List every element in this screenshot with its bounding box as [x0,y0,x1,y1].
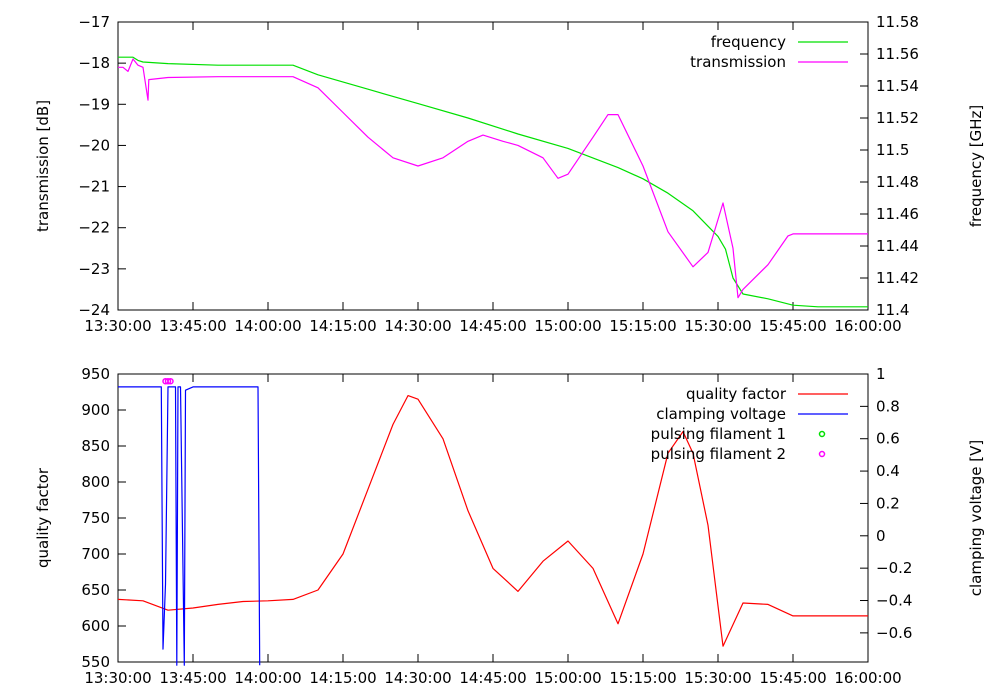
x-tick-label: 15:45:00 [759,317,826,335]
x-tick-label: 15:15:00 [609,317,676,335]
x-tick-label: 15:45:00 [759,669,826,687]
y2-axis-label: clamping voltage [V] [967,440,985,596]
legend-label-frequency: frequency [711,33,786,51]
y-tick-label: −17 [78,13,110,31]
y-tick-label: 600 [81,617,110,635]
x-tick-label: 16:00:00 [834,317,901,335]
x-tick-label: 15:15:00 [609,669,676,687]
y2-tick-label: 11.48 [876,173,919,191]
y2-tick-label: 11.5 [876,141,909,159]
x-tick-label: 13:30:00 [84,669,151,687]
y2-tick-label: −0.6 [876,624,912,642]
y2-tick-label: 11.54 [876,77,919,95]
y-tick-label: −19 [78,95,110,113]
y2-tick-label: 11.44 [876,237,919,255]
x-tick-label: 14:00:00 [234,317,301,335]
y-tick-label: −20 [78,136,110,154]
y-tick-label: 800 [81,473,110,491]
y-tick-label: 950 [81,365,110,383]
y2-tick-label: 11.46 [876,205,919,223]
y2-tick-label: 11.58 [876,13,919,31]
x-tick-label: 13:45:00 [159,669,226,687]
y-axis-label: quality factor [34,467,52,568]
x-tick-label: 14:15:00 [309,317,376,335]
x-tick-label: 14:00:00 [234,669,301,687]
y2-tick-label: 0.2 [876,494,900,512]
x-tick-label: 14:45:00 [459,317,526,335]
legend-label-transmission: transmission [690,53,786,71]
legend-label-quality-factor: quality factor [686,385,787,403]
frequency-line [118,56,868,308]
legend-label-clamping-voltage: clamping voltage [656,405,786,423]
y2-tick-label: −0.2 [876,559,912,577]
pulsing-filament-2-point [164,377,172,385]
y-tick-label: −24 [78,301,110,319]
y2-tick-label: 0.4 [876,462,900,480]
y-tick-label: −21 [78,178,110,196]
y-tick-label: −23 [78,260,110,278]
x-tick-label: 13:45:00 [159,317,226,335]
y2-tick-label: 0.6 [876,430,900,448]
x-tick-label: 14:45:00 [459,669,526,687]
transmission-line [118,58,868,299]
x-tick-label: 13:30:00 [84,317,151,335]
clamping-voltage-line [118,386,261,666]
y2-tick-label: 0 [876,527,886,545]
x-tick-label: 14:15:00 [309,669,376,687]
y2-tick-label: 11.52 [876,109,919,127]
pulsing-filament-2-point [167,377,174,385]
quality-factor-line [117,395,868,647]
x-tick-label: 15:30:00 [684,317,751,335]
y-tick-label: 550 [81,653,110,671]
x-tick-label: 15:30:00 [684,669,751,687]
legend-label-pulsing-filament-2: pulsing filament 2 [651,445,786,463]
y2-axis-label: frequency [GHz] [967,105,985,227]
x-tick-label: 14:30:00 [384,669,451,687]
y-tick-label: −22 [78,219,110,237]
y2-tick-label: 1 [876,365,886,383]
y-tick-label: 850 [81,437,110,455]
x-tick-label: 16:00:00 [834,669,901,687]
y2-tick-label: 11.42 [876,269,919,287]
legend-marker-pulsing-filament-2 [818,450,826,458]
y2-tick-label: 0.8 [876,397,900,415]
y2-tick-label: 11.4 [876,301,909,319]
y-tick-label: 750 [81,509,110,527]
legend-marker-pulsing-filament-1 [818,430,826,438]
x-tick-label: 14:30:00 [384,317,451,335]
y-tick-label: −18 [78,54,110,72]
x-tick-label: 15:00:00 [534,317,601,335]
y-tick-label: 900 [81,401,110,419]
y-tick-label: 700 [81,545,110,563]
legend-label-pulsing-filament-1: pulsing filament 1 [651,425,786,443]
x-tick-label: 15:00:00 [534,669,601,687]
y2-tick-label: −0.4 [876,592,912,610]
y2-tick-label: 11.56 [876,45,919,63]
y-tick-label: 650 [81,581,110,599]
y-axis-label: transmission [dB] [34,100,52,232]
